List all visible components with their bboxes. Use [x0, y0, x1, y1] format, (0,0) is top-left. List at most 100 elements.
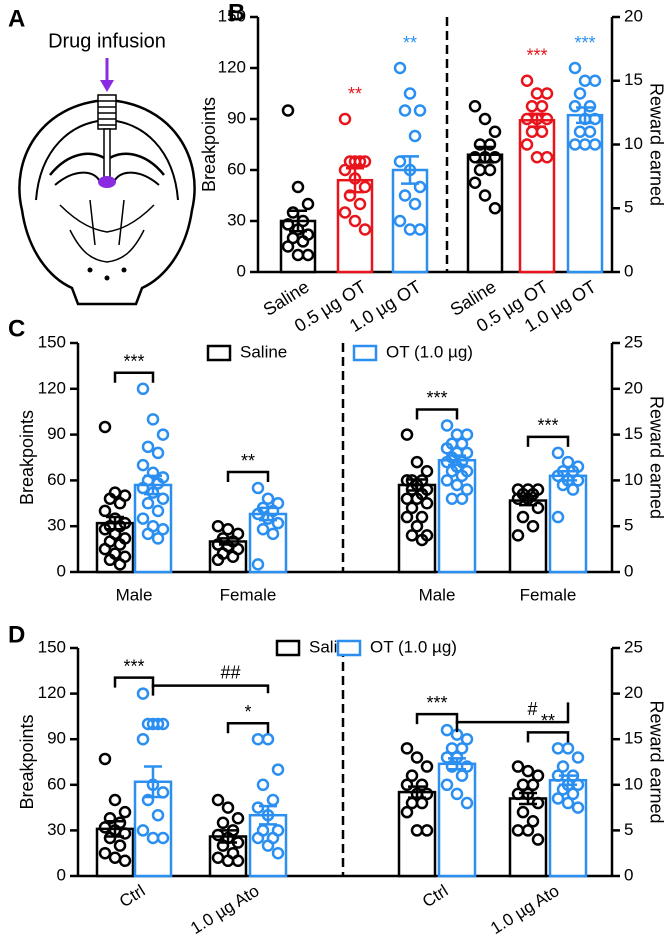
significance: *** [526, 46, 547, 66]
y2-axis-title: Reward earned [646, 700, 666, 823]
panel-letter: B [228, 0, 245, 26]
error-bar [559, 774, 577, 787]
y-tick-label: 150 [218, 6, 246, 25]
data-point [455, 769, 469, 782]
data-point [291, 180, 305, 194]
x-tick-label: Ctrl [116, 881, 149, 911]
data-point [151, 808, 165, 822]
data-point [531, 501, 545, 515]
y-tick-label: 90 [47, 424, 66, 443]
data-point [281, 240, 295, 253]
injector-coil [97, 94, 117, 130]
y-tick-label: 150 [38, 332, 66, 351]
sig-bracket [526, 435, 570, 447]
x-tick-label: Male [419, 585, 456, 604]
arrow-head [100, 80, 114, 92]
data-point [478, 189, 492, 202]
significance: *** [574, 33, 595, 53]
error-bar [401, 155, 419, 185]
data-point [408, 197, 422, 211]
error-bar [106, 820, 124, 838]
data-point [415, 778, 429, 792]
data-point [281, 218, 295, 231]
dot [104, 275, 110, 281]
data-point [113, 538, 127, 551]
data-point [440, 442, 454, 455]
data-point [460, 732, 474, 746]
data-point [98, 846, 112, 860]
error-bar [219, 537, 237, 546]
panel-letter: C [8, 315, 25, 342]
cross-bracket [455, 702, 570, 733]
y-tick-label: 0 [237, 261, 246, 280]
data-point [413, 223, 427, 236]
data-point [415, 510, 429, 524]
data-point [118, 854, 132, 868]
data-point [98, 752, 112, 766]
error-bar [259, 506, 277, 522]
data-point [261, 492, 275, 505]
data-point [221, 523, 235, 536]
error-bar [519, 494, 537, 507]
data-point [408, 129, 422, 143]
data-point [251, 831, 265, 845]
inner-line [59, 204, 155, 233]
data-point [420, 824, 434, 837]
data-point [151, 446, 165, 460]
data-point [211, 553, 225, 567]
y2-tick-label: 25 [624, 332, 643, 351]
y2-tick-label: 5 [624, 516, 633, 535]
data-point [521, 764, 535, 778]
data-point [405, 769, 419, 782]
data-point [103, 492, 117, 505]
data-point [358, 155, 372, 168]
data-point [415, 533, 429, 547]
data-point [526, 778, 540, 792]
data-point [271, 763, 285, 776]
y-tick-label: 120 [38, 378, 66, 397]
data-point [571, 751, 585, 764]
data-point [410, 751, 424, 764]
panel-a-title: Drug infusion [48, 30, 166, 52]
data-point [281, 104, 295, 117]
legend-swatch [275, 639, 301, 657]
data-point [151, 504, 165, 518]
data-point [410, 492, 424, 505]
data-point [286, 206, 300, 219]
y-tick-label: 150 [38, 637, 66, 656]
error-bar [289, 209, 307, 233]
data-point [156, 786, 170, 799]
data-point [413, 104, 427, 117]
data-point [511, 760, 525, 773]
data-point [256, 523, 270, 536]
data-point [583, 100, 597, 113]
dot [87, 267, 93, 273]
data-point [136, 687, 150, 700]
data-point [251, 801, 265, 814]
y2-tick-label: 0 [624, 261, 633, 280]
y-tick-label: 60 [227, 159, 246, 178]
data-point [256, 778, 270, 792]
data-point [551, 469, 565, 483]
data-point [566, 483, 580, 496]
data-point [531, 833, 545, 846]
bar [548, 778, 588, 878]
data-point [141, 793, 155, 807]
error-bar [144, 765, 162, 799]
data-point [136, 481, 150, 495]
legend-label: Saline [240, 342, 287, 361]
data-point [468, 176, 482, 189]
ventricle [54, 171, 160, 186]
error-bar [448, 757, 466, 771]
data-point [266, 793, 280, 807]
data-point [136, 732, 150, 746]
bar [391, 168, 429, 274]
panel-letter: D [8, 621, 25, 648]
data-point [520, 138, 534, 151]
data-point [445, 464, 459, 478]
dot [121, 267, 127, 273]
cross-significance: # [527, 699, 537, 719]
data-point [296, 235, 310, 248]
data-point [568, 100, 582, 113]
data-point [450, 787, 464, 801]
